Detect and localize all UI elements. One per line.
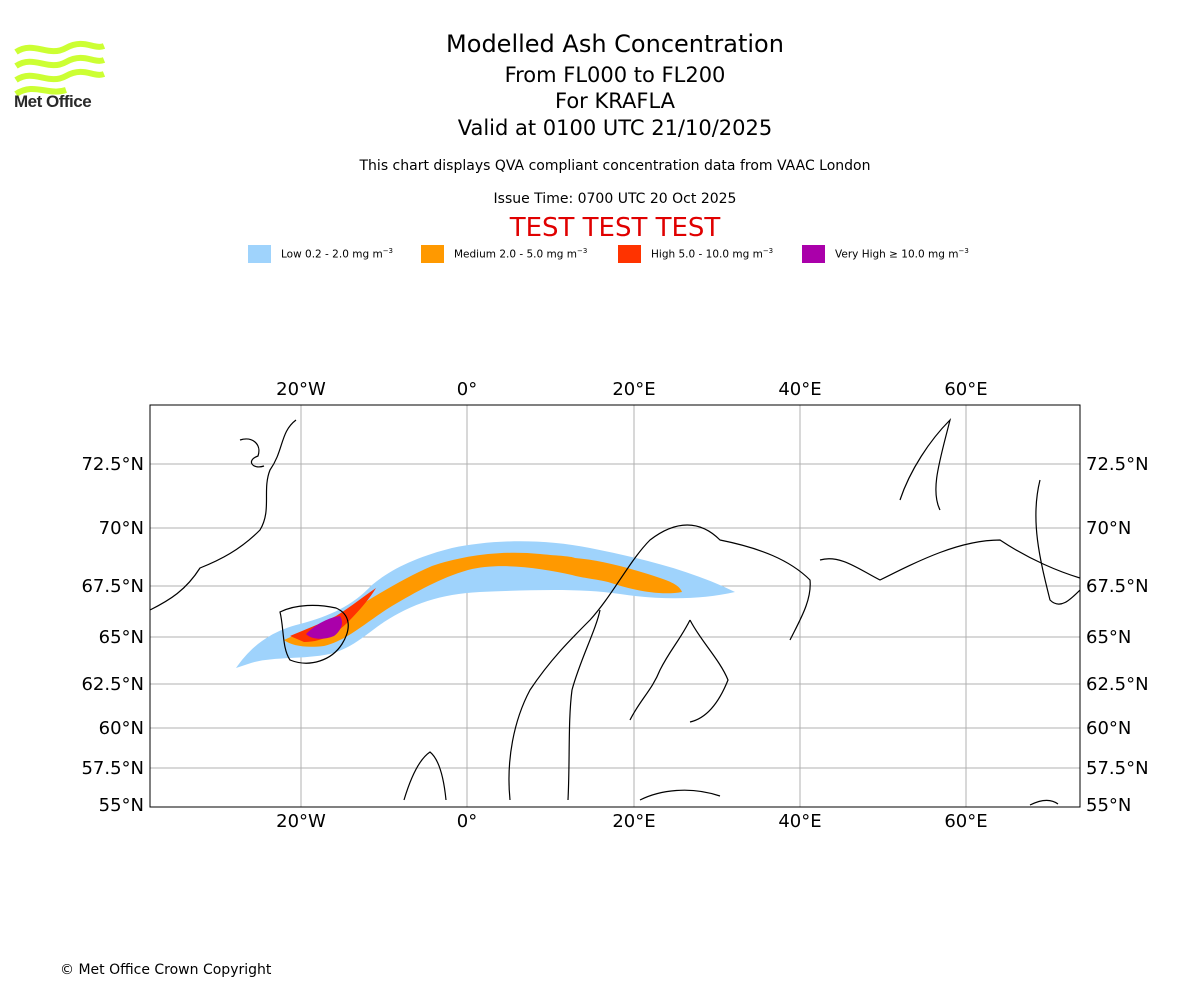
map-frame [149, 404, 1081, 808]
valid-time: Valid at 0100 UTC 21/10/2025 [457, 116, 773, 140]
legend-unit-exp: −3 [382, 247, 394, 256]
lat-label-left: 55°N [99, 795, 144, 816]
lat-label-right: 70°N [1086, 518, 1131, 539]
legend-swatch-low [248, 245, 271, 263]
lat-label-left: 65°N [99, 627, 144, 648]
chart-description: This chart displays QVA compliant concen… [359, 158, 871, 174]
logo-text: Met Office [14, 92, 92, 111]
legend-label-medium: Medium 2.0 - 5.0 mg m [454, 248, 577, 261]
lat-label-right: 67.5°N [1086, 576, 1149, 597]
volcano-name: For KRAFLA [555, 89, 675, 113]
lon-label-bottom: 20°W [276, 811, 326, 832]
ash-area-medium [284, 552, 682, 647]
lon-label-top: 60°E [944, 379, 987, 400]
legend-item-high: High 5.0 - 10.0 mg m−3 [618, 244, 773, 264]
ash-area-very-high [306, 616, 342, 639]
lat-label-left: 72.5°N [81, 454, 144, 475]
legend-item-low: Low 0.2 - 2.0 mg m−3 [248, 244, 393, 264]
chart-title: Modelled Ash Concentration [446, 30, 784, 58]
lat-label-left: 67.5°N [81, 576, 144, 597]
map-gridlines [150, 405, 1080, 807]
lat-label-left: 57.5°N [81, 758, 144, 779]
legend-swatch-medium [421, 245, 444, 263]
lon-label-top: 0° [457, 379, 477, 400]
lat-label-right: 65°N [1086, 627, 1131, 648]
lat-label-left: 70°N [99, 518, 144, 539]
coastlines [150, 418, 1080, 806]
flight-level-range: From FL000 to FL200 [504, 63, 726, 87]
legend-item-very-high: Very High ≥ 10.0 mg m−3 [802, 244, 969, 264]
legend-label-low: Low 0.2 - 2.0 mg m [281, 248, 383, 261]
lon-label-bottom: 20°E [612, 811, 655, 832]
lat-label-right: 62.5°N [1086, 674, 1149, 695]
lon-label-bottom: 40°E [778, 811, 821, 832]
lat-label-right: 60°N [1086, 718, 1131, 739]
test-banner: TEST TEST TEST [509, 213, 721, 243]
legend-swatch-very-high [802, 245, 825, 263]
legend-label-high: High 5.0 - 10.0 mg m [651, 248, 763, 261]
legend-swatch-high [618, 245, 641, 263]
legend-unit-exp: −3 [576, 247, 588, 256]
lon-label-bottom: 0° [457, 811, 477, 832]
lon-label-top: 20°W [276, 379, 326, 400]
lat-label-right: 55°N [1086, 795, 1131, 816]
lat-label-right: 72.5°N [1086, 454, 1149, 475]
met-office-logo [14, 41, 106, 97]
legend-unit-exp: −3 [958, 247, 969, 256]
legend-item-medium: Medium 2.0 - 5.0 mg m−3 [421, 244, 587, 264]
lat-label-left: 60°N [99, 718, 144, 739]
legend-unit-exp: −3 [762, 247, 774, 256]
issue-time: Issue Time: 0700 UTC 20 Oct 2025 [493, 191, 737, 207]
ash-area-high [290, 588, 376, 642]
lat-label-right: 57.5°N [1086, 758, 1149, 779]
copyright-notice: © Met Office Crown Copyright [60, 962, 272, 978]
lat-label-left: 62.5°N [81, 674, 144, 695]
legend-label-very-high: Very High ≥ 10.0 mg m [835, 248, 959, 261]
lon-label-top: 40°E [778, 379, 821, 400]
lon-label-top: 20°E [612, 379, 655, 400]
lon-label-bottom: 60°E [944, 811, 987, 832]
